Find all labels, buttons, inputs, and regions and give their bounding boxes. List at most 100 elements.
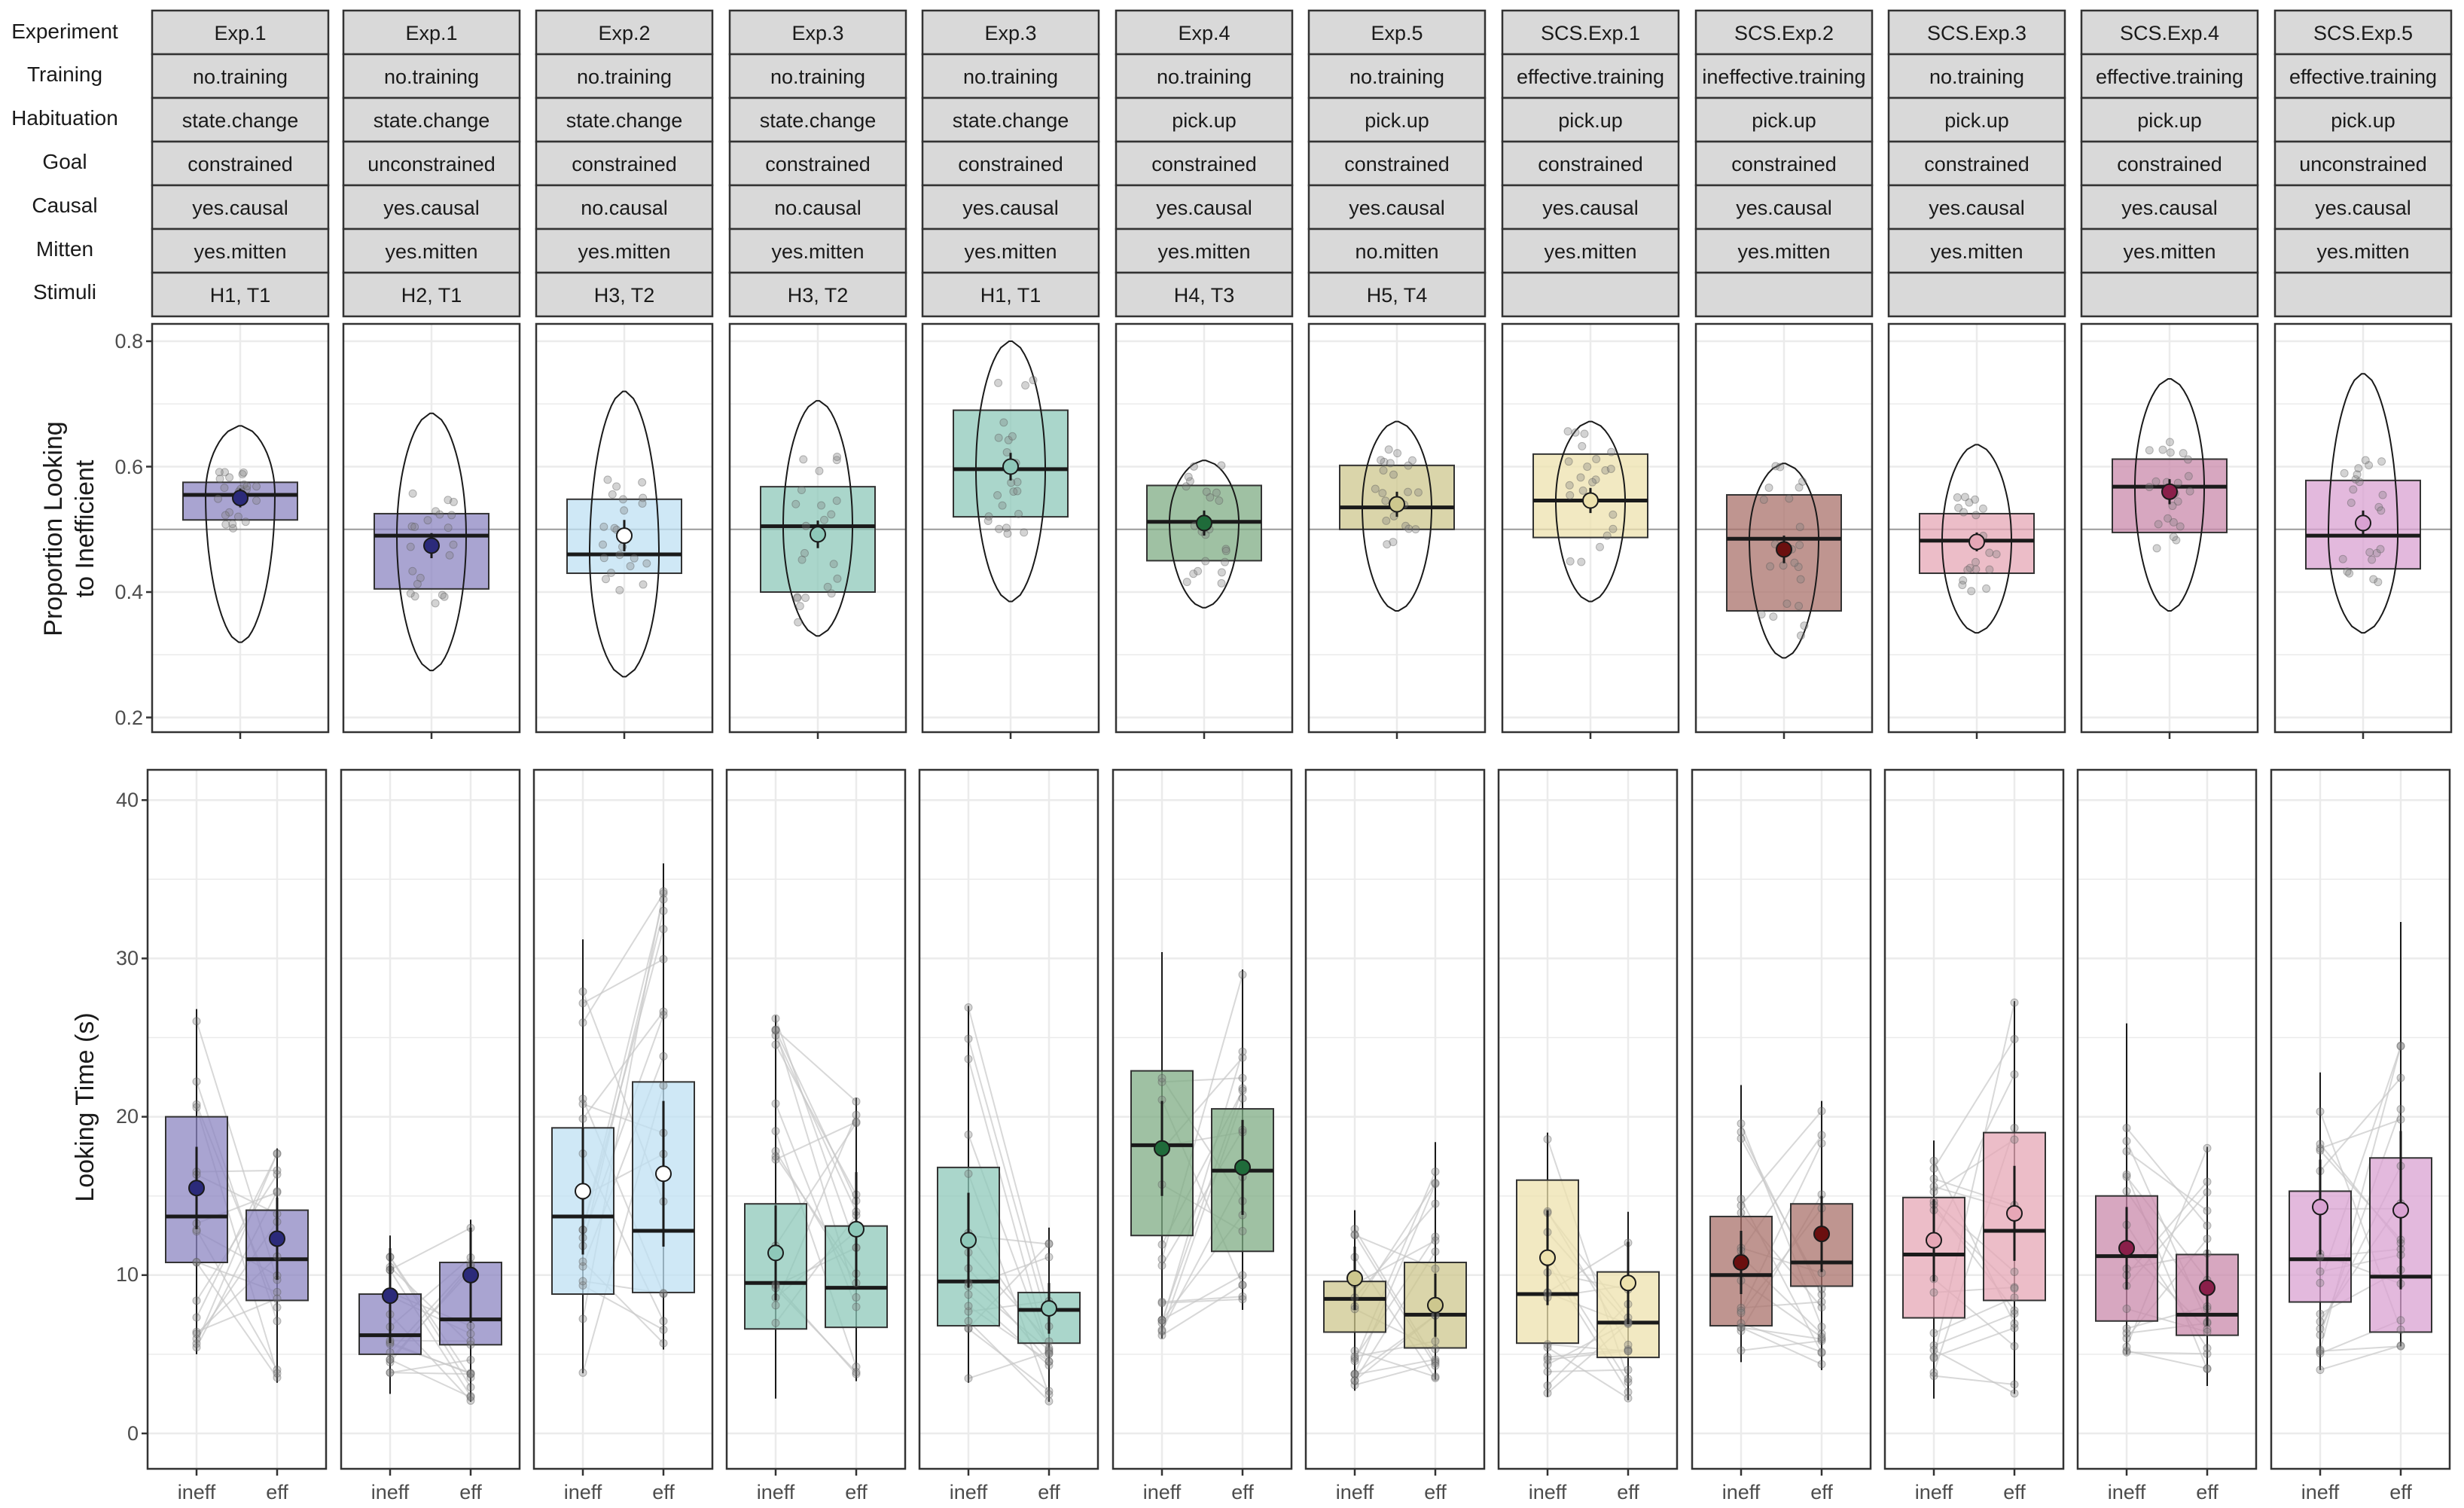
x-tick-label-ineff: ineff (950, 1481, 988, 1503)
bottom-data-point (1044, 1390, 1054, 1399)
facet-strip-label: yes.mitten (964, 240, 1057, 263)
top-data-point (220, 484, 229, 493)
facet-strip (151, 53, 330, 99)
bottom-data-point (466, 1369, 475, 1378)
bottom-data-point (964, 1055, 973, 1064)
facet-strip (2080, 53, 2259, 99)
bottom-data-point (2396, 1325, 2405, 1334)
x-tick-label-eff: eff (266, 1481, 288, 1503)
bottom-data-point (273, 1303, 282, 1312)
facet-strip (1694, 271, 1874, 318)
bottom-data-point (1737, 1319, 1746, 1328)
bottom-mean-point (1813, 1226, 1830, 1243)
bottom-panel-background (2078, 770, 2256, 1469)
subject-pair-line (2319, 1119, 2401, 1149)
top-mean-point (1582, 492, 1599, 509)
bottom-data-point (273, 1287, 282, 1296)
bottom-data-point (771, 1301, 780, 1310)
bottom-data-point (1929, 1345, 1938, 1354)
facet-strip (728, 53, 907, 99)
subject-pair-line (582, 893, 664, 1024)
bottom-data-point (1157, 1240, 1166, 1249)
top-data-point (626, 562, 635, 571)
top-data-point (1965, 563, 1975, 572)
bottom-data-point (273, 1149, 282, 1158)
bottom-data-point (964, 1307, 973, 1316)
bottom-panel-border (1883, 768, 2065, 1470)
bottom-data-point (1817, 1332, 1826, 1342)
facet-strip (151, 140, 330, 187)
bottom-data-point (466, 1337, 475, 1346)
bottom-panel-background (1306, 770, 1484, 1469)
bottom-data-point (1350, 1369, 1359, 1378)
facet-strip (2080, 9, 2259, 56)
top-data-point (606, 568, 615, 577)
top-y-axis-title-line2: to Inefficient (71, 459, 99, 597)
top-data-point (993, 491, 1002, 500)
facet-strip-label: yes.causal (1349, 197, 1445, 219)
facet-panel: Exp.3 no.training state.change constrained y… (918, 9, 1100, 1503)
top-data-point (241, 517, 250, 527)
top-data-point (1004, 435, 1013, 444)
bottom-data-point (2316, 1317, 2325, 1326)
bottom-data-point (192, 1077, 201, 1086)
bottom-data-point (2122, 1346, 2131, 1355)
bottom-data-point (578, 1277, 587, 1286)
subject-pair-line (196, 1174, 278, 1302)
top-data-point (1795, 523, 1804, 532)
facet-strip (151, 9, 330, 56)
top-data-point (1609, 510, 1618, 519)
top-data-point (1407, 456, 1416, 465)
top-data-point (1595, 542, 1604, 551)
facet-strip (151, 271, 330, 318)
top-violin-outline (2328, 373, 2398, 634)
top-data-point (2374, 502, 2383, 511)
facet-strip-label: yes.mitten (194, 240, 286, 263)
bottom-data-point (852, 1293, 861, 1302)
bottom-data-point (771, 1014, 780, 1023)
bottom-data-point (659, 1052, 668, 1061)
facet-strip-label: constrained (958, 153, 1063, 176)
top-data-point (2173, 497, 2182, 506)
bottom-mean-point (960, 1232, 977, 1249)
top-data-point (445, 551, 454, 560)
top-data-point (413, 579, 422, 588)
subject-pair-line (775, 1035, 857, 1213)
facet-strip-label: no.training (1157, 66, 1252, 88)
subject-pair-line (1354, 1236, 1436, 1360)
bottom-data-point (2316, 1140, 2325, 1149)
top-data-point (833, 452, 842, 461)
top-data-point (221, 468, 230, 477)
bottom-panel-border (340, 768, 521, 1470)
bottom-data-point (2010, 1124, 2019, 1133)
subject-pair-line (968, 1007, 1050, 1311)
bottom-data-point (1238, 1047, 1247, 1056)
top-data-point (2354, 464, 2363, 473)
top-data-point (1378, 489, 1387, 498)
bottom-data-point (578, 999, 587, 1008)
top-data-point (2164, 514, 2173, 523)
facet-strip (1115, 227, 1294, 274)
top-data-point (1389, 470, 1398, 479)
facet-strip-label: constrained (1151, 153, 1257, 176)
facet-panel: Exp.2 no.training state.change constrained n… (532, 9, 714, 1503)
top-data-point (1221, 546, 1230, 555)
bottom-data-point (2316, 1349, 2325, 1358)
top-violin-outline (395, 412, 468, 672)
top-data-point (1185, 477, 1194, 486)
bottom-data-point (2010, 1135, 2019, 1144)
bottom-mean-point (1539, 1249, 1556, 1266)
bottom-data-point (1624, 1394, 1633, 1403)
facet-strip (1307, 9, 1487, 56)
top-data-point (238, 470, 247, 479)
top-data-point (994, 433, 1003, 442)
bottom-data-point (386, 1348, 395, 1357)
bottom-mean-point (2118, 1240, 2135, 1257)
top-data-point (1985, 565, 1994, 574)
bottom-mean-point (1620, 1274, 1636, 1292)
facet-strip (728, 271, 907, 318)
bottom-data-point (771, 1025, 780, 1034)
bottom-data-point (273, 1149, 282, 1158)
top-data-point (407, 522, 416, 531)
bottom-data-point (192, 1257, 201, 1266)
